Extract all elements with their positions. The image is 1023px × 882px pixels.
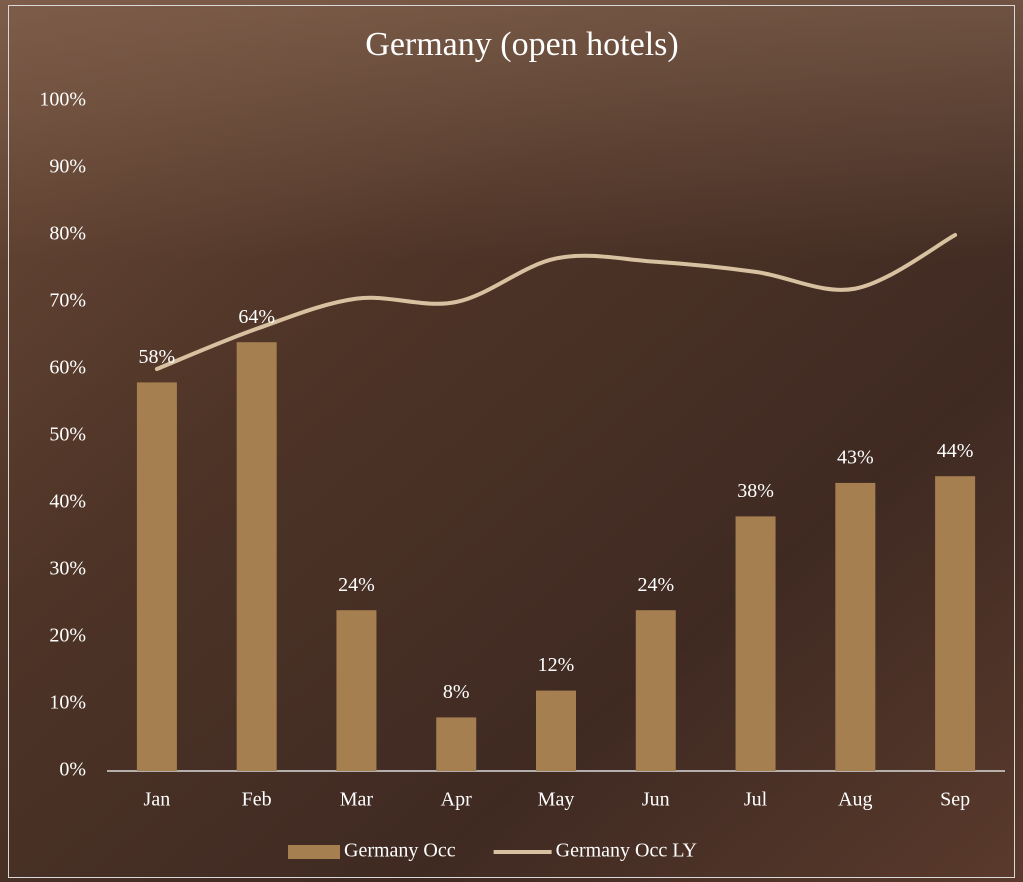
- x-tick-label: May: [538, 789, 575, 811]
- x-tick-label: Mar: [340, 789, 374, 811]
- x-tick-label: Aug: [838, 789, 872, 811]
- data-label: 24%: [338, 574, 375, 596]
- y-tick-label: 20%: [49, 625, 86, 647]
- chart-title: Germany (open hotels): [365, 26, 678, 63]
- y-tick-label: 80%: [49, 223, 86, 245]
- y-tick-label: 30%: [49, 558, 86, 580]
- bar: [935, 476, 976, 771]
- x-tick-label: Apr: [441, 789, 472, 811]
- data-label: 24%: [637, 574, 674, 596]
- x-tick-label: Feb: [242, 789, 272, 811]
- x-tick-label: Jun: [642, 789, 670, 811]
- x-tick-label: Sep: [940, 789, 970, 811]
- background-shade: [0, 0, 1023, 260]
- bar: [436, 717, 477, 771]
- legend-swatch: [288, 845, 340, 859]
- legend: Germany Occ Germany Occ LY: [288, 840, 697, 862]
- bar: [635, 610, 676, 771]
- y-tick-label: 90%: [49, 156, 86, 178]
- y-tick-label: 100%: [39, 89, 86, 111]
- line: [154, 233, 958, 371]
- bar: [536, 690, 576, 771]
- y-tick-label: 60%: [49, 357, 86, 379]
- bar: [236, 342, 277, 771]
- y-tick-label: 40%: [49, 491, 86, 513]
- y-tick-label: 10%: [49, 692, 86, 714]
- data-label: 12%: [538, 654, 575, 676]
- legend-label: Germany Occ LY: [556, 840, 697, 862]
- data-label: 38%: [737, 480, 774, 502]
- data-label: 58%: [139, 346, 176, 368]
- y-tick-label: 0%: [59, 759, 86, 781]
- data-label: 43%: [837, 446, 874, 468]
- data-label: 44%: [937, 440, 974, 462]
- y-tick-label: 50%: [49, 424, 86, 446]
- legend-label: Germany Occ: [344, 840, 456, 862]
- chart-border: [8, 5, 1015, 878]
- data-label: 8%: [443, 681, 470, 703]
- data-label: 64%: [238, 306, 275, 328]
- bar: [735, 516, 776, 771]
- x-tick-label: Jan: [144, 789, 171, 811]
- bar: [835, 482, 876, 771]
- bar: [136, 382, 177, 771]
- bar: [336, 610, 377, 771]
- y-tick-label: 70%: [49, 290, 86, 312]
- x-tick-label: Jul: [744, 789, 768, 811]
